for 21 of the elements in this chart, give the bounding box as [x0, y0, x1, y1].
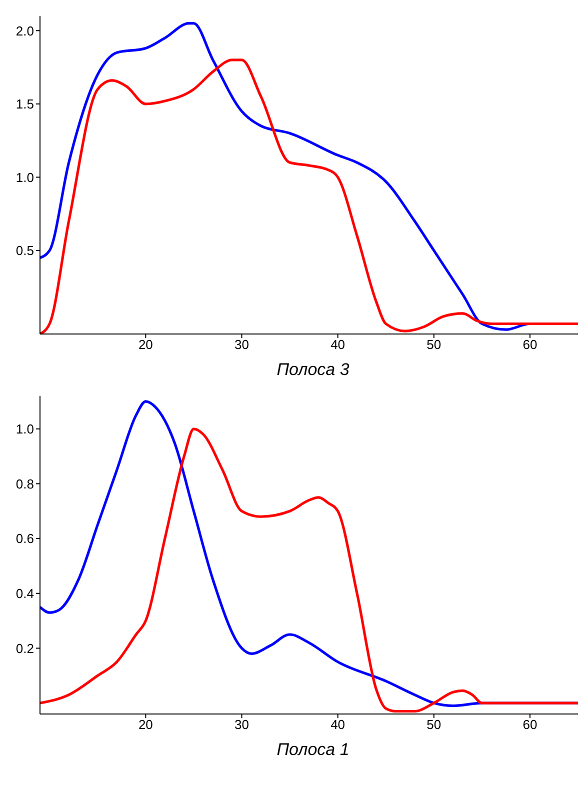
- x-tick-label: 60: [522, 717, 538, 732]
- x-tick-label: 20: [138, 337, 153, 352]
- y-tick-label: 0.5: [16, 243, 34, 258]
- x-axis-title: Полоса 1: [276, 740, 350, 760]
- y-tick-label: 1.5: [16, 96, 34, 112]
- x-tick-label: 40: [330, 337, 346, 352]
- y-tick-label: 1.0: [16, 422, 34, 437]
- x-tick-label: 50: [426, 337, 442, 352]
- y-tick-label: 2.0: [16, 23, 34, 38]
- x-tick-label: 50: [426, 717, 442, 732]
- x-tick-label: 30: [234, 717, 249, 732]
- y-tick-label: 1.0: [16, 170, 34, 185]
- x-tick-label: 20: [138, 717, 153, 732]
- y-tick-label: 0.2: [16, 640, 34, 656]
- x-tick-label: 40: [330, 717, 346, 732]
- y-tick-label: 0.6: [16, 531, 34, 546]
- x-tick-label: 30: [234, 337, 249, 352]
- y-tick-label: 0.8: [16, 476, 34, 492]
- y-tick-label: 0.4: [16, 586, 34, 601]
- x-axis-title: Полоса 3: [276, 360, 350, 380]
- x-tick-label: 60: [522, 337, 538, 352]
